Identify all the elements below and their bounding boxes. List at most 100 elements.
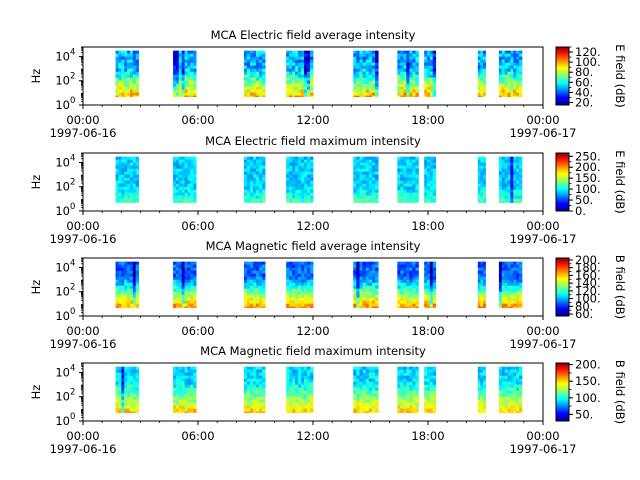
heatmap-cell <box>519 183 523 188</box>
heatmap-cell <box>262 300 266 305</box>
heatmap-cell <box>498 366 503 371</box>
heatmap-cell <box>121 384 125 389</box>
heatmap-cell <box>292 387 296 392</box>
heatmap-cell <box>365 384 370 389</box>
heatmap-cell <box>482 303 486 308</box>
heatmap-cell <box>482 264 486 269</box>
heatmap-cell <box>175 83 180 88</box>
heatmap-cell <box>415 375 419 380</box>
heatmap-cell <box>427 77 431 82</box>
heatmap-cell <box>190 171 194 176</box>
heatmap-cell <box>409 393 413 398</box>
heatmap-cell <box>307 273 311 278</box>
heatmap-cell <box>118 71 122 76</box>
heatmap-cell <box>118 56 122 61</box>
heatmap-cell <box>190 192 194 197</box>
heatmap-cell <box>406 306 410 308</box>
heatmap-cell <box>427 195 431 200</box>
heatmap-cell <box>187 50 191 55</box>
heatmap-cell <box>362 156 367 161</box>
heatmap-cell <box>504 186 508 191</box>
heatmap-cell <box>353 180 357 185</box>
heatmap-cell <box>307 396 311 401</box>
heatmap-cell <box>477 201 481 203</box>
heatmap-cell <box>406 387 410 392</box>
heatmap-cell <box>193 195 197 200</box>
heatmap-cell <box>403 270 407 275</box>
heatmap-cell <box>513 405 517 410</box>
colorbar-frame <box>555 152 570 212</box>
heatmap-cell <box>253 267 257 272</box>
heatmap-cell <box>259 183 263 188</box>
heatmap-cell <box>375 396 379 401</box>
heatmap-cell <box>298 195 302 200</box>
x-date-label: 1997-06-17 <box>510 232 577 246</box>
heatmap-cell <box>371 86 376 91</box>
heatmap-cell <box>244 74 248 79</box>
heatmap-cell <box>477 89 481 94</box>
heatmap-cell <box>501 372 506 377</box>
heatmap-cell <box>406 159 410 164</box>
heatmap-cell <box>286 399 290 404</box>
heatmap-cell <box>406 68 410 73</box>
heatmap-cell <box>295 171 299 176</box>
heatmap-cell <box>400 195 404 200</box>
heatmap-cell <box>406 65 410 70</box>
heatmap-cell <box>304 303 308 308</box>
heatmap-cell <box>498 68 503 73</box>
heatmap-cell <box>301 381 305 386</box>
heatmap-cell <box>365 300 370 305</box>
heatmap-cell <box>250 168 254 173</box>
heatmap-cell <box>403 291 407 296</box>
heatmap-cell <box>368 92 373 97</box>
heatmap-cell <box>359 300 363 305</box>
heatmap-cell <box>510 399 514 404</box>
heatmap-cell <box>510 393 514 398</box>
heatmap-cell <box>250 291 254 296</box>
heatmap-cell <box>501 83 506 88</box>
heatmap-cell <box>362 68 367 73</box>
heatmap-cell <box>247 408 251 413</box>
heatmap-cell <box>406 189 410 194</box>
heatmap-cell <box>259 65 263 70</box>
heatmap-cell <box>173 92 177 97</box>
heatmap-cell <box>519 384 523 389</box>
heatmap-cell <box>359 186 363 191</box>
heatmap-cell <box>247 297 251 302</box>
heatmap-cell <box>289 71 293 76</box>
heatmap-cell <box>289 92 293 97</box>
heatmap-cell <box>397 77 401 82</box>
heatmap-cell <box>295 300 299 305</box>
heatmap-cell <box>375 50 379 55</box>
heatmap-cell <box>295 168 299 173</box>
heatmap-cell <box>193 375 197 380</box>
data-block <box>424 50 437 97</box>
heatmap-cell <box>121 65 125 70</box>
heatmap-cell <box>135 80 139 85</box>
heatmap-cell <box>406 294 410 299</box>
heatmap-cell <box>310 171 314 176</box>
heatmap-cell <box>504 366 508 371</box>
heatmap-cell <box>178 378 183 383</box>
heatmap-cell <box>135 62 139 67</box>
heatmap-cell <box>301 83 305 88</box>
y-tick-base: 10 <box>55 49 70 63</box>
heatmap-cell <box>519 402 523 407</box>
heatmap-cell <box>482 171 486 176</box>
heatmap-cell <box>286 273 290 278</box>
heatmap-cell <box>124 267 128 272</box>
heatmap-cell <box>409 387 413 392</box>
heatmap-cell <box>181 378 185 383</box>
heatmap-cell <box>310 366 314 371</box>
heatmap-cell <box>432 390 437 395</box>
heatmap-cell <box>118 273 122 278</box>
heatmap-cell <box>124 165 128 170</box>
heatmap-cell <box>286 303 290 308</box>
heatmap-cell <box>292 294 296 299</box>
heatmap-cell <box>353 366 357 371</box>
heatmap-cell <box>477 171 481 176</box>
heatmap-cell <box>365 95 370 97</box>
heatmap-cell <box>501 264 506 269</box>
heatmap-cell <box>184 405 188 410</box>
y-tick-base: 10 <box>55 390 70 404</box>
